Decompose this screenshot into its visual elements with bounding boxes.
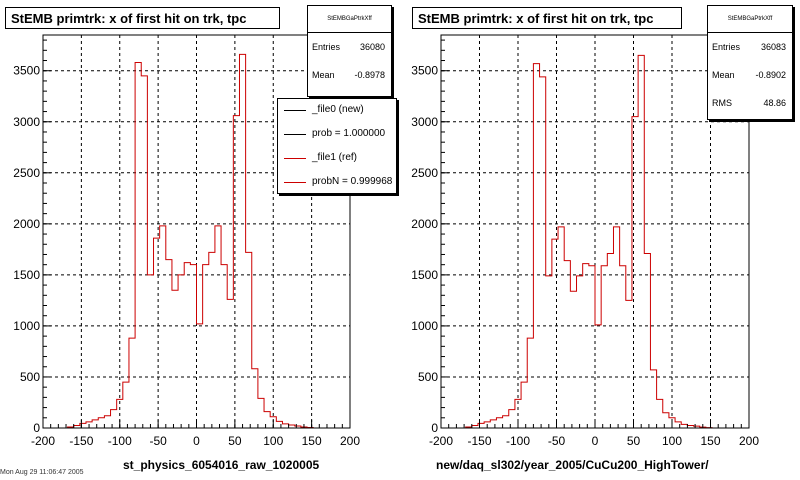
- x-tick-label: -100: [108, 434, 132, 448]
- y-tick-label: 3500: [411, 64, 438, 78]
- right-stats-name: StEMBGaPtrkXff: [708, 6, 792, 33]
- legend-item: _file0 (new): [278, 99, 396, 123]
- legend-text: probN = 0.999968: [312, 176, 393, 187]
- left-stats-box: StEMBGaPtrkXff Entries 36080 Mean -0.897…: [307, 5, 392, 97]
- left-histogram-panel: -200 -150 -100 -50 0 50 100 150 200 0 500 1000 1500 2…: [5, 5, 397, 472]
- legend-item: _file1 (ref): [278, 147, 396, 171]
- histogram-series-line: [441, 54, 749, 429]
- x-tick-label: -150: [467, 434, 491, 448]
- x-tick-label: -50: [149, 434, 167, 448]
- x-tick-label: -50: [548, 434, 566, 448]
- x-tick-label: 150: [700, 434, 720, 448]
- footer-timestamp: Mon Aug 29 11:06:47 2005: [0, 469, 84, 476]
- legend-line-black: [284, 110, 306, 111]
- right-chart-title: StEMB primtrk: x of first hit on trk, tp…: [412, 7, 682, 29]
- legend-line-red: [284, 182, 306, 183]
- x-tick-label: -200: [429, 434, 453, 448]
- y-tick-label: 3500: [13, 64, 40, 78]
- x-tick-label: 50: [627, 434, 641, 448]
- plot-frame: [42, 34, 351, 429]
- right-histogram-panel: -200 -150 -100 -50 0 50 100 150 200 0 500 1000 1500 2…: [400, 0, 800, 480]
- legend-text: _file1 (ref): [312, 152, 358, 163]
- y-tick-label: 0: [431, 421, 438, 435]
- legend-text: _file0 (new): [312, 104, 364, 115]
- x-tick-label: -200: [31, 434, 55, 448]
- x-tick-label: -150: [69, 434, 93, 448]
- right-histogram-canvas: -200 -150 -100 -50 0 50 100 150 2000500100015002…: [411, 34, 759, 448]
- right-stats-mean-value: -0.8902: [755, 70, 786, 80]
- left-x-axis-label: st_physics_6054016_raw_1020005: [123, 458, 320, 472]
- right-stats-entries-label: Entries: [712, 42, 741, 52]
- y-tick-label: 3000: [411, 115, 438, 129]
- y-tick-label: 2000: [411, 217, 438, 231]
- y-tick-label: 3000: [13, 115, 40, 129]
- x-tick-label: 200: [340, 434, 360, 448]
- x-tick-label: 0: [193, 434, 200, 448]
- left-stats-mean-label: Mean: [312, 70, 335, 80]
- x-tick-label: 100: [263, 434, 283, 448]
- y-tick-label: 500: [418, 370, 438, 384]
- legend-line-red: [284, 158, 306, 159]
- right-stats-mean-label: Mean: [712, 70, 735, 80]
- right-stats-box: StEMBGaPtrkXff Entries 36083 Mean -0.890…: [707, 5, 793, 120]
- legend-line-black: [284, 134, 306, 135]
- x-tick-label: 100: [662, 434, 682, 448]
- right-stats-rms-value: 48.86: [763, 98, 786, 108]
- y-tick-label: 500: [20, 370, 40, 384]
- legend-item: prob = 1.000000: [278, 123, 396, 147]
- y-tick-label: 0: [33, 421, 40, 435]
- legend: _file0 (new) prob = 1.000000 _file1 (ref…: [277, 98, 397, 194]
- x-tick-label: -100: [506, 434, 530, 448]
- x-tick-label: 200: [739, 434, 759, 448]
- y-tick-label: 1500: [411, 268, 438, 282]
- left-stats-entries-value: 36080: [359, 42, 385, 52]
- y-tick-label: 1000: [13, 319, 40, 333]
- legend-item: probN = 0.999968: [278, 171, 396, 193]
- y-tick-label: 2500: [411, 166, 438, 180]
- y-tick-label: 1500: [13, 268, 40, 282]
- left-stats-entries-label: Entries: [312, 42, 341, 52]
- x-tick-label: 50: [228, 434, 242, 448]
- right-x-axis-label: new/daq_sl302/year_2005/CuCu200_HighTowe…: [436, 458, 709, 472]
- left-stats-mean-value: -0.8978: [354, 70, 385, 80]
- legend-text: prob = 1.000000: [312, 128, 386, 139]
- left-stats-name: StEMBGaPtrkXff: [308, 6, 391, 33]
- y-tick-label: 2500: [13, 166, 40, 180]
- right-stats-entries-value: 36083: [760, 42, 786, 52]
- y-tick-label: 1000: [411, 319, 438, 333]
- y-tick-label: 2000: [13, 217, 40, 231]
- histogram-series-line: [43, 53, 350, 429]
- right-stats-rms-label: RMS: [712, 98, 732, 108]
- x-tick-label: 0: [592, 434, 599, 448]
- left-chart-title: StEMB primtrk: x of first hit on trk, tp…: [5, 7, 280, 29]
- plot-frame: [440, 34, 750, 429]
- x-tick-label: 150: [302, 434, 322, 448]
- left-histogram-canvas: -200 -150 -100 -50 0 50 100 150 2000500100015002…: [13, 34, 360, 448]
